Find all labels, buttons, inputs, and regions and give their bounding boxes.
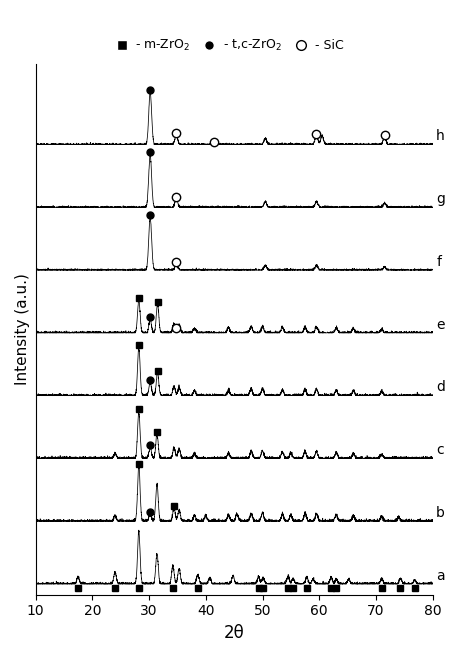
Text: c: c (436, 443, 444, 457)
Text: a: a (436, 569, 445, 583)
Y-axis label: Intensity (a.u.): Intensity (a.u.) (15, 273, 30, 385)
Text: d: d (436, 380, 445, 394)
X-axis label: 2θ: 2θ (224, 624, 245, 642)
Legend: - m-ZrO$_2$, - t,c-ZrO$_2$, - SiC: - m-ZrO$_2$, - t,c-ZrO$_2$, - SiC (104, 33, 348, 58)
Text: f: f (436, 255, 441, 269)
Text: b: b (436, 506, 445, 520)
Text: e: e (436, 318, 445, 332)
Text: g: g (436, 192, 445, 206)
Text: h: h (436, 129, 445, 143)
